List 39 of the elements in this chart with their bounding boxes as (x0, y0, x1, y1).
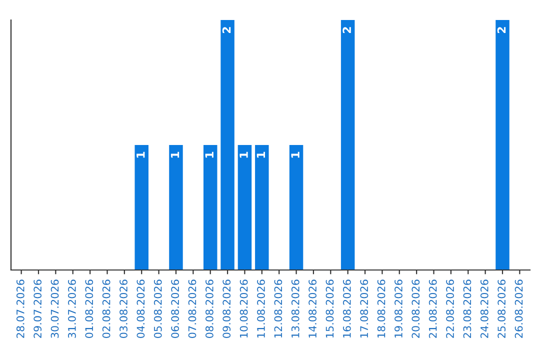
x-tick-label: 10.08.2026 (240, 280, 248, 338)
x-tick-label: 30.07.2026 (50, 280, 59, 338)
x-tick-label: 11.08.2026 (257, 280, 265, 338)
x-tick-label: 25.08.2026 (498, 280, 506, 338)
x-tick-label: 14.08.2026 (308, 280, 316, 338)
x-tick-label: 12.08.2026 (274, 280, 282, 338)
x-tick-label: 06.08.2026 (171, 280, 180, 338)
data-label: 1 (205, 152, 214, 158)
x-tick-label: 22.08.2026 (446, 280, 454, 338)
data-label: 2 (497, 27, 506, 34)
x-tick-label: 05.08.2026 (154, 280, 162, 338)
x-tick-label: 07.08.2026 (188, 280, 196, 338)
data-label: 1 (291, 152, 300, 158)
x-tick-label: 21.08.2026 (428, 280, 437, 338)
x-tick-label: 31.07.2026 (68, 280, 76, 338)
x-tick-label: 03.08.2026 (120, 280, 128, 338)
x-tick-label: 09.08.2026 (222, 280, 231, 338)
x-tick-label: 17.08.2026 (360, 280, 368, 338)
x-tick-label: 18.08.2026 (377, 280, 386, 338)
data-label: 1 (256, 152, 265, 158)
x-tick-label: 19.08.2026 (394, 280, 402, 338)
x-tick-label: 23.08.2026 (463, 280, 472, 338)
x-tick-label: 16.08.2026 (342, 280, 351, 338)
x-tick-label: 15.08.2026 (326, 280, 334, 338)
x-tick-label: 13.08.2026 (291, 280, 300, 338)
x-tick-label: 26.08.2026 (514, 280, 523, 338)
x-tick-label: 28.07.2026 (16, 280, 24, 338)
data-label: 1 (170, 152, 180, 158)
x-tick-label: 08.08.2026 (205, 280, 214, 338)
x-tick-label: 24.08.2026 (480, 280, 488, 338)
data-label: 2 (342, 27, 351, 34)
x-tick-label: 02.08.2026 (102, 280, 110, 338)
data-label: 2 (222, 27, 231, 34)
x-tick-label: 29.07.2026 (34, 280, 42, 338)
x-tick-label: 01.08.2026 (85, 280, 94, 338)
data-label: 1 (240, 152, 248, 158)
data-label: 1 (136, 152, 145, 158)
x-tick-label: 04.08.2026 (136, 280, 145, 338)
x-tick-label: 20.08.2026 (412, 280, 420, 338)
